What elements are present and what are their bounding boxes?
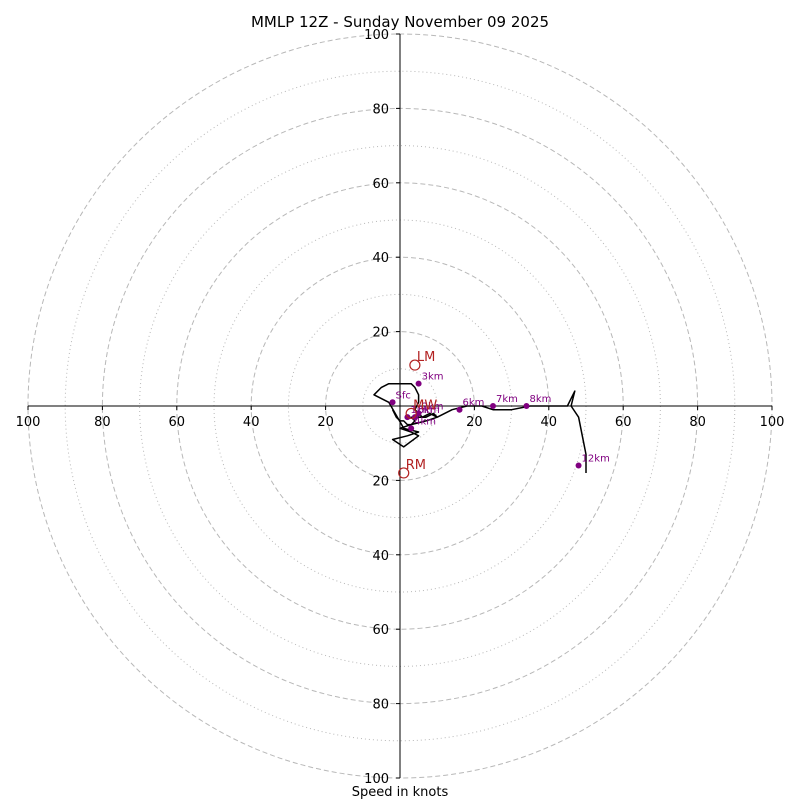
x-tick-label: 80 [689,415,706,430]
x-tick-label: 100 [16,415,41,430]
x-axis-label: Speed in knots [352,785,449,800]
height-label-5km: 5km [418,405,440,416]
chart-title: MMLP 12Z - Sunday November 09 2025 [251,13,549,31]
axis-ticks: 100 100 80 80 60 60 40 40 20 20 20 20 40 40 60 60 80 80 10… [16,28,785,787]
storm-marker-RM [398,467,410,479]
height-marker-4km [408,425,415,432]
height-label-3km: 3km [422,372,444,383]
height-marker-7km [490,403,496,409]
height-marker-8km [523,403,530,409]
x-tick-label: 60 [169,415,186,430]
height-marker-3km [415,380,422,387]
y-tick-label: 60 [372,623,389,638]
y-tick-label: 20 [372,474,389,489]
height-label-1km: 1km [410,405,432,416]
height-label-2km: 2km [422,401,444,412]
height-label-6km: 6km [463,398,485,409]
y-tick-label: 40 [372,549,389,564]
wind-trace [373,382,587,473]
wind-trace-line [373,382,587,473]
storm-label-MW: MW [413,398,437,413]
storm-marker-LM [409,359,421,371]
height-label-12km: 12km [582,454,610,465]
storm-label-RM: RM [406,458,426,473]
storm-marker-MW [405,407,417,420]
x-tick-label: 80 [94,415,111,430]
height-label-Sfc: Sfc [396,390,411,401]
x-tick-label: 40 [243,415,260,430]
y-tick-label: 80 [372,102,389,117]
y-tick-label: 60 [372,177,389,192]
x-tick-label: 100 [760,415,785,430]
storm-label-LM: LM [417,350,435,365]
height-label-8km: 8km [529,394,551,405]
height-label-7km: 7km [496,394,518,405]
y-tick-label: 100 [364,28,389,43]
height-marker-12km [575,462,582,469]
height-marker-6km [456,406,463,413]
storm-motion-markers: LM RM MW [398,350,437,479]
y-tick-label: 80 [372,698,389,713]
height-label-4km: 4km [414,416,436,427]
x-tick-label: 40 [541,415,558,430]
x-tick-label: 20 [466,415,483,430]
y-tick-label: 100 [364,772,389,787]
x-tick-label: 20 [317,415,334,430]
y-tick-label: 20 [372,326,389,341]
height-marker-Sfc [389,399,396,406]
height-marker-2km [415,410,422,417]
x-tick-label: 60 [615,415,632,430]
y-tick-label: 40 [372,251,389,266]
